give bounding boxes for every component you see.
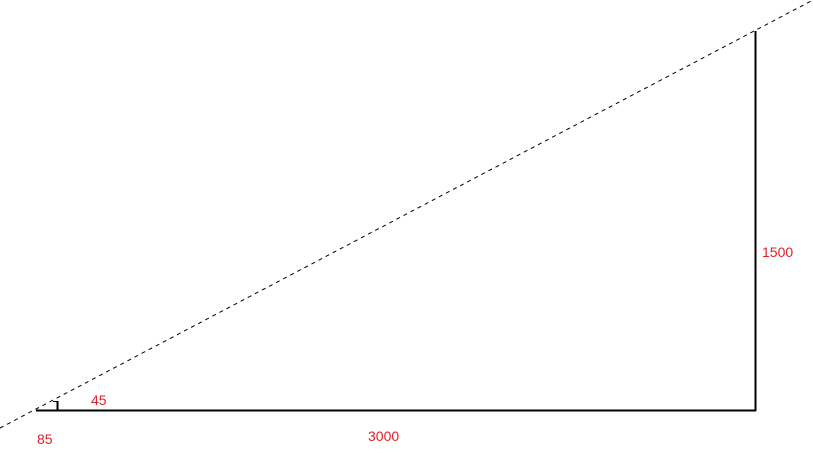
label-1500: 1500 bbox=[762, 244, 794, 260]
label-3000: 3000 bbox=[368, 428, 400, 444]
slope-dashed-line bbox=[0, 0, 813, 429]
label-85: 85 bbox=[37, 431, 53, 447]
label-45: 45 bbox=[91, 392, 107, 408]
